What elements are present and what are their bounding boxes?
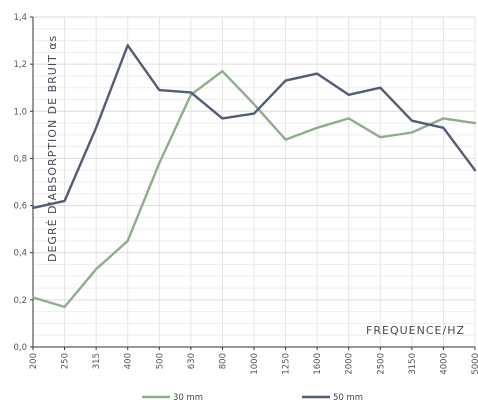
y-axis-title: DEGRÉ D'ABSORPTION DE BRUIT αs: [46, 35, 59, 262]
x-tick-label: 250: [61, 353, 71, 369]
y-axis-ticks: 0,0 0,2 0,4 0,6 0,8 1,0 1,2 1,4: [13, 13, 33, 353]
x-tick-label: 200: [29, 353, 39, 369]
y-tick-label: 1,4: [13, 13, 27, 23]
y-tick-label: 0,8: [13, 154, 27, 164]
legend-label: 50 mm: [333, 393, 363, 403]
x-tick-label: 3150: [408, 353, 418, 375]
legend-label: 30 mm: [173, 393, 203, 403]
x-tick-label: 4000: [439, 353, 449, 375]
x-tick-label: 1000: [250, 353, 260, 375]
x-tick-label: 5000: [471, 353, 478, 375]
x-tick-label: 800: [218, 353, 228, 369]
y-tick-label: 0,0: [13, 343, 27, 353]
y-tick-label: 0,6: [13, 202, 27, 212]
y-tick-label: 0,4: [13, 249, 27, 259]
y-tick-label: 1,0: [13, 107, 27, 117]
x-tick-label: 315: [92, 353, 102, 369]
x-tick-label: 2000: [345, 353, 355, 375]
grid: [33, 17, 475, 347]
x-tick-label: 1600: [313, 353, 323, 375]
y-tick-label: 1,2: [13, 60, 27, 70]
x-tick-label: 400: [124, 353, 134, 369]
y-tick-label: 0,2: [13, 296, 27, 306]
x-tick-label: 630: [187, 353, 197, 369]
legend: 30 mm 50 mm: [142, 393, 363, 403]
x-tick-label: 1250: [282, 353, 292, 375]
x-tick-label: 500: [155, 353, 165, 369]
x-tick-label: 2500: [376, 353, 386, 375]
x-axis-title: FREQUENCE/HZ: [366, 324, 465, 337]
x-axis-ticks: 200 250 315 400 500 630 800 1000 1250 1600 2000 250…: [29, 347, 478, 375]
